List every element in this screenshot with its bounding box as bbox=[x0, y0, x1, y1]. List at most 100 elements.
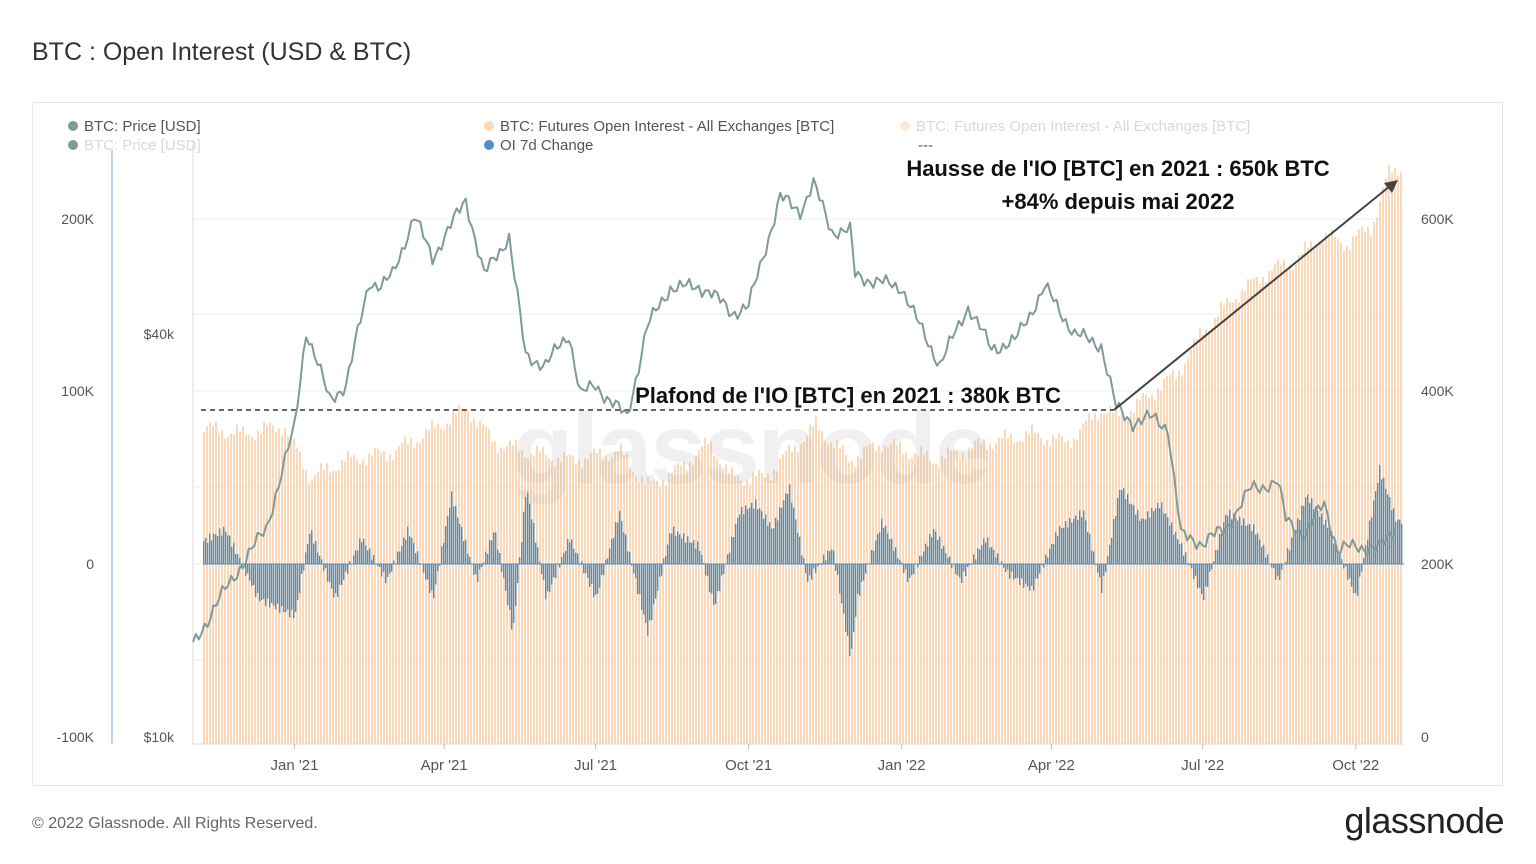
oi7d-bar bbox=[1205, 564, 1207, 587]
oi-bar bbox=[995, 443, 997, 744]
oi7d-bar bbox=[245, 564, 247, 576]
oi-bar bbox=[560, 462, 562, 744]
oi-bar bbox=[1142, 392, 1144, 744]
oi7d-bar bbox=[307, 544, 309, 564]
oi-bar bbox=[656, 480, 658, 744]
oi7d-bar bbox=[1123, 488, 1125, 564]
oi7d-bar bbox=[541, 564, 543, 575]
oi-bar bbox=[686, 470, 688, 744]
oi7d-bar bbox=[799, 536, 801, 564]
oi7d-bar bbox=[1053, 543, 1055, 564]
oi7d-bar bbox=[899, 560, 901, 564]
legend-price[interactable]: BTC: Price [USD] bbox=[68, 118, 201, 135]
oi7d-bar bbox=[579, 564, 581, 566]
oi-bar bbox=[860, 458, 862, 744]
legend-oi-faded[interactable]: BTC: Futures Open Interest - All Exchang… bbox=[900, 118, 1250, 135]
oi7d-bar bbox=[1029, 564, 1031, 591]
oi7d-bar bbox=[729, 552, 731, 564]
oi-bar bbox=[1292, 269, 1294, 744]
oi-bar bbox=[1025, 431, 1027, 744]
oi-bar bbox=[608, 461, 610, 744]
oi7d-bar bbox=[1031, 564, 1033, 586]
oi7d-bar bbox=[927, 546, 929, 564]
oi-bar bbox=[629, 467, 631, 744]
oi7d-bar bbox=[1073, 518, 1075, 564]
legend-oi7d[interactable]: OI 7d Change bbox=[484, 137, 593, 154]
oi7d-bar bbox=[805, 564, 807, 574]
oi-bar bbox=[1127, 419, 1129, 744]
oi7d-bar bbox=[645, 564, 647, 623]
oi7d-bar bbox=[477, 564, 479, 582]
oi7d-bar bbox=[921, 556, 923, 564]
oi7d-bar bbox=[947, 557, 949, 564]
oi7d-bar bbox=[1201, 564, 1203, 595]
oi7d-bar bbox=[1267, 554, 1269, 564]
oi-bar bbox=[749, 484, 751, 744]
oi7d-bar bbox=[1271, 564, 1273, 568]
oi-bar bbox=[332, 470, 334, 744]
oi7d-bar bbox=[1173, 534, 1175, 564]
oi7d-bar bbox=[643, 564, 645, 615]
oi7d-bar bbox=[493, 532, 495, 564]
oi-bar bbox=[470, 422, 472, 744]
oi7d-bar bbox=[865, 564, 867, 574]
oi-bar bbox=[1325, 232, 1327, 745]
oi7d-bar bbox=[655, 564, 657, 599]
oi7d-bar bbox=[257, 564, 259, 593]
oi-bar bbox=[365, 465, 367, 744]
oi-bar bbox=[386, 461, 388, 744]
right-tick-label: 200K bbox=[1421, 556, 1454, 572]
oi7d-bar bbox=[1339, 553, 1341, 564]
oi7d-bar bbox=[813, 564, 815, 569]
oi7d-bar bbox=[513, 564, 515, 624]
oi7d-bar bbox=[1243, 518, 1245, 564]
oi-bar bbox=[476, 427, 478, 744]
oi-bar bbox=[401, 443, 403, 744]
oi-bar bbox=[797, 452, 799, 744]
oi-bar bbox=[1268, 270, 1270, 744]
oi-bar bbox=[737, 475, 739, 744]
oi7d-bar bbox=[1089, 533, 1091, 564]
oi7d-bar bbox=[323, 564, 325, 571]
oi7d-bar bbox=[1129, 503, 1131, 564]
oi7d-bar bbox=[221, 535, 223, 564]
oi7d-bar bbox=[989, 547, 991, 564]
oi7d-bar bbox=[559, 564, 561, 568]
oi7d-bar bbox=[815, 564, 817, 574]
oi-bar bbox=[383, 451, 385, 744]
oi7d-bar bbox=[1329, 529, 1331, 564]
oi-bar bbox=[959, 458, 961, 744]
oi7d-bar bbox=[263, 564, 265, 599]
oi7d-bar bbox=[993, 549, 995, 564]
oi-bar bbox=[1316, 245, 1318, 744]
left-tick-label: 200K bbox=[61, 211, 94, 227]
oi-bar bbox=[1046, 440, 1048, 744]
oi7d-bar bbox=[1379, 465, 1381, 564]
legend-oi[interactable]: BTC: Futures Open Interest - All Exchang… bbox=[484, 118, 834, 135]
oi7d-bar bbox=[1363, 558, 1365, 564]
oi7d-bar bbox=[229, 535, 231, 564]
oi7d-bar bbox=[1261, 546, 1263, 564]
oi-bar bbox=[548, 458, 550, 744]
oi7d-bar bbox=[353, 555, 355, 564]
oi7d-bar bbox=[619, 510, 621, 564]
oi-bar bbox=[407, 443, 409, 744]
oi-bar bbox=[695, 455, 697, 744]
oi-bar bbox=[725, 464, 727, 744]
oi7d-bar bbox=[827, 550, 829, 564]
oi-bar bbox=[1319, 241, 1321, 744]
oi-bar bbox=[926, 451, 928, 744]
oi-bar bbox=[1301, 253, 1303, 744]
oi7d-bar bbox=[341, 564, 343, 585]
oi7d-bar bbox=[1071, 522, 1073, 564]
oi-bar bbox=[1199, 328, 1201, 744]
oi7d-bar bbox=[1203, 564, 1205, 601]
oi-bar bbox=[617, 451, 619, 744]
legend-dot-icon bbox=[68, 140, 78, 150]
oi7d-bar bbox=[905, 564, 907, 570]
oi7d-bar bbox=[281, 564, 283, 607]
oi-bar bbox=[614, 452, 616, 744]
legend-price-faded[interactable]: BTC: Price [USD] bbox=[68, 137, 201, 154]
oi7d-bar bbox=[275, 564, 277, 610]
oi7d-bar bbox=[1353, 564, 1355, 594]
